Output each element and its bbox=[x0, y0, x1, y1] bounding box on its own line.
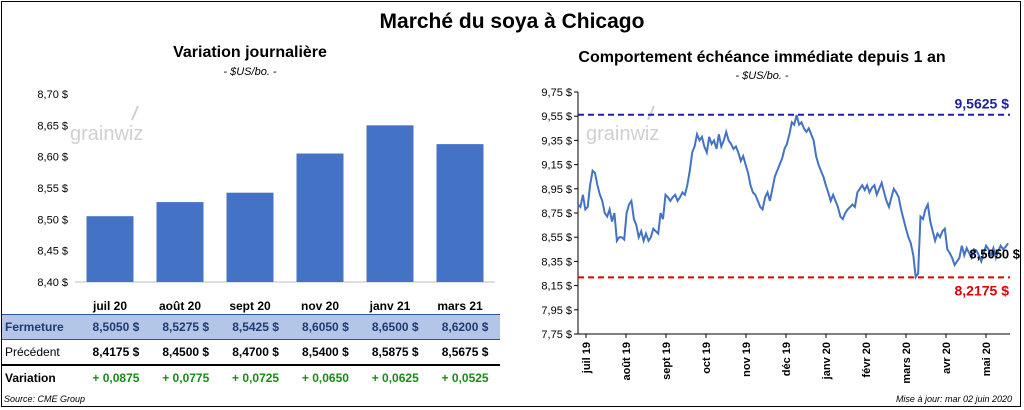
bar-y-tick-label: 8,45 $ bbox=[37, 246, 68, 258]
line-x-tick-label: sept 19 bbox=[661, 342, 673, 380]
table-cell: 8,4500 $ bbox=[150, 339, 221, 366]
line-y-tick-label: 8,35 $ bbox=[541, 256, 572, 268]
line-x-tick-label: nov 19 bbox=[741, 342, 753, 377]
table-cell: 8,6500 $ bbox=[360, 314, 431, 340]
table-row-label: Variation bbox=[5, 371, 56, 385]
line-y-tick-label: 7,95 $ bbox=[541, 305, 572, 317]
table-row-label: Précédent bbox=[2, 339, 81, 366]
line-y-tick-label: 8,15 $ bbox=[541, 281, 572, 293]
table-cell: 8,5400 $ bbox=[290, 339, 361, 366]
table-cell: 8,5275 $ bbox=[150, 314, 221, 340]
bar-3 bbox=[296, 153, 344, 282]
line-y-tick-label: 9,75 $ bbox=[541, 87, 572, 99]
table-cell: + 0,0725 bbox=[232, 371, 280, 385]
bar-4 bbox=[366, 125, 414, 282]
low-value-label: 8,2175 $ bbox=[955, 282, 1010, 298]
bar-y-tick-label: 8,40 $ bbox=[37, 277, 68, 289]
table-cell: 8,4700 $ bbox=[220, 339, 291, 366]
table-row-precedent: Précédent 8,4175 $8,4500 $8,4700 $8,5400 … bbox=[2, 339, 500, 366]
bar-category-label: août 20 bbox=[159, 299, 201, 313]
bar-1 bbox=[156, 202, 204, 282]
table-cell: + 0,0525 bbox=[441, 371, 489, 385]
bar-category-label: janv 21 bbox=[369, 299, 411, 313]
line-x-tick-label: janv 20 bbox=[821, 342, 833, 380]
table-cell: + 0,0775 bbox=[162, 371, 210, 385]
line-x-tick-label: mai 20 bbox=[981, 342, 993, 376]
line-x-tick-label: févr 20 bbox=[861, 342, 873, 377]
table-cell: + 0,0625 bbox=[371, 371, 419, 385]
table-cell: + 0,0875 bbox=[92, 371, 140, 385]
bar-category-label: nov 20 bbox=[301, 299, 339, 313]
table-row-fermeture: Fermeture 8,5050 $8,5275 $8,5425 $8,6050 … bbox=[2, 314, 500, 340]
line-chart-title: Comportement échéance immédiate depuis 1… bbox=[578, 49, 946, 66]
bar-chart: 8,40 $ 8,45 $ 8,50 $ 8,55 $ 8,60 $ 8,65 $ 8,70… bbox=[37, 89, 495, 313]
line-y-tick-label: 8,55 $ bbox=[541, 232, 572, 244]
table-cell: 8,5050 $ bbox=[81, 314, 151, 340]
table-cell: 8,6200 $ bbox=[430, 314, 500, 340]
bar-chart-title: Variation journalière bbox=[173, 44, 327, 61]
main-title: Marché du soya à Chicago bbox=[379, 10, 645, 33]
bar-chart-unit: - $US/bo. - bbox=[223, 66, 277, 78]
bar-watermark: grainwiz bbox=[70, 105, 143, 145]
table-row-variation: Variation + 0,0875 + 0,0775 + 0,0725 + 0,065… bbox=[2, 365, 500, 390]
bar-y-tick-label: 8,50 $ bbox=[37, 214, 68, 226]
bar-watermark-mark bbox=[131, 105, 139, 121]
line-chart: 7,75 $ 7,95 $ 8,15 $ 8,35 $ 8,55 $ 8,75 $ 8,95… bbox=[541, 87, 1020, 384]
line-x-tick-label: avr 20 bbox=[941, 342, 953, 374]
table-cell: + 0,0650 bbox=[301, 371, 349, 385]
line-y-tick-label: 9,55 $ bbox=[541, 111, 572, 123]
line-watermark: grainwiz bbox=[586, 105, 659, 145]
bar-y-tick-label: 8,65 $ bbox=[37, 120, 68, 132]
line-x-tick-label: mars 20 bbox=[901, 342, 913, 384]
line-y-tick-label: 8,75 $ bbox=[541, 208, 572, 220]
line-y-tick-label: 8,95 $ bbox=[541, 184, 572, 196]
bar-y-tick-label: 8,55 $ bbox=[37, 183, 68, 195]
price-series-line bbox=[577, 114, 1009, 280]
bar-category-label: sept 20 bbox=[229, 299, 271, 313]
line-y-tick-label: 9,15 $ bbox=[541, 160, 572, 172]
bar-watermark-text: grainwiz bbox=[70, 123, 143, 145]
bar-y-tick-label: 8,60 $ bbox=[37, 152, 68, 164]
bar-5 bbox=[436, 144, 484, 282]
line-watermark-mark bbox=[647, 105, 655, 121]
line-x-tick-label: juil 19 bbox=[581, 342, 593, 374]
table-cell: 8,5675 $ bbox=[430, 339, 500, 366]
line-watermark-text: grainwiz bbox=[586, 123, 659, 145]
line-x-tick-label: déc 19 bbox=[781, 342, 793, 376]
table-row-label: Fermeture bbox=[2, 314, 81, 340]
line-y-tick-label: 7,75 $ bbox=[541, 329, 572, 341]
price-table: Fermeture 8,5050 $8,5275 $8,5425 $8,6050 … bbox=[2, 314, 500, 390]
table-cell: 8,5425 $ bbox=[220, 314, 291, 340]
line-x-tick-label: août 19 bbox=[621, 342, 633, 381]
bar-2 bbox=[226, 192, 274, 282]
source-note: Source: CME Group bbox=[4, 394, 86, 404]
table-cell: 8,5875 $ bbox=[360, 339, 431, 366]
line-y-tick-label: 9,35 $ bbox=[541, 135, 572, 147]
bar-y-tick-label: 8,70 $ bbox=[37, 89, 68, 101]
bar-category-label: mars 21 bbox=[437, 299, 483, 313]
last-value-label: 8,5050 $ bbox=[969, 246, 1020, 261]
table-cell: 8,6050 $ bbox=[290, 314, 361, 340]
bar-0 bbox=[86, 216, 134, 282]
line-x-tick-label: oct 19 bbox=[701, 342, 713, 374]
table-cell: 8,4175 $ bbox=[81, 339, 151, 366]
line-chart-unit: - $US/bo. - bbox=[735, 70, 789, 82]
bar-category-label: juil 20 bbox=[92, 299, 127, 313]
high-value-label: 9,5625 $ bbox=[955, 96, 1010, 112]
update-date: Mise à jour: mar 02 juin 2020 bbox=[895, 394, 1012, 404]
